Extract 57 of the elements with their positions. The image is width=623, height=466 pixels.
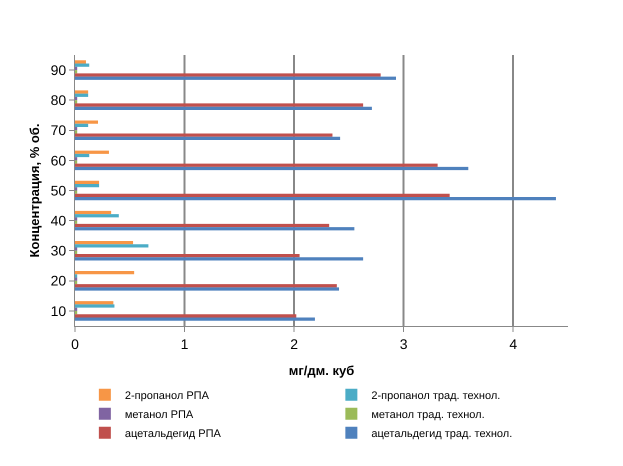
bar — [75, 194, 450, 198]
bar — [75, 60, 86, 64]
x-tick-label: 1 — [180, 336, 189, 352]
bar — [75, 304, 114, 308]
bar — [75, 240, 134, 244]
legend-label: ацетальдегид трад. технол. — [371, 428, 512, 440]
bar — [75, 136, 340, 140]
bar — [75, 244, 148, 248]
legend-label: метанол РПА — [124, 408, 194, 421]
bar — [75, 284, 337, 288]
y-tick-label: 90 — [50, 62, 66, 78]
bar — [75, 257, 364, 261]
x-tick-label: 4 — [509, 336, 518, 352]
x-tick-label: 3 — [400, 336, 408, 352]
bar — [75, 134, 332, 137]
bar — [75, 314, 296, 318]
bar — [75, 254, 300, 258]
y-tick-label: 20 — [50, 272, 66, 289]
x-tick-label: 0 — [71, 336, 80, 352]
bar — [75, 271, 134, 274]
bar — [75, 180, 100, 184]
bar — [75, 184, 100, 188]
bar — [75, 224, 330, 228]
bar — [75, 154, 90, 158]
bar — [75, 90, 88, 94]
bar — [75, 124, 88, 128]
bar — [75, 287, 340, 291]
y-tick-label: 50 — [50, 182, 66, 198]
bar — [75, 73, 381, 77]
bar — [75, 76, 396, 80]
bar — [75, 166, 468, 170]
legend-label: метанол трад. технол. — [371, 408, 485, 421]
y-tick-label: 10 — [50, 302, 66, 319]
bar — [75, 301, 114, 304]
bar — [75, 214, 119, 218]
x-tick-label: 2 — [290, 336, 298, 352]
y-tick-label: 40 — [50, 212, 66, 229]
legend-label: 2-пропанол трад. технол. — [371, 390, 500, 402]
y-tick-label: 30 — [50, 242, 66, 259]
legend-label: 2-пропанол РПА — [124, 390, 210, 402]
legend-label: ацетальдегид РПА — [124, 428, 222, 440]
bar — [75, 103, 364, 107]
bar — [75, 197, 556, 200]
x-axis-title: мг/дм. куб — [288, 363, 354, 378]
y-tick-label: 60 — [50, 152, 66, 168]
bar — [75, 150, 109, 154]
bar — [75, 64, 90, 67]
bar — [75, 120, 98, 124]
bar — [75, 106, 372, 110]
bar — [75, 164, 438, 167]
y-axis-title: Концентрация, % об. — [27, 124, 42, 258]
bar — [75, 94, 88, 97]
bar — [75, 210, 112, 214]
bar — [75, 227, 354, 230]
bar — [75, 317, 315, 321]
y-tick-label: 80 — [50, 92, 66, 108]
y-tick-label: 70 — [50, 122, 66, 138]
